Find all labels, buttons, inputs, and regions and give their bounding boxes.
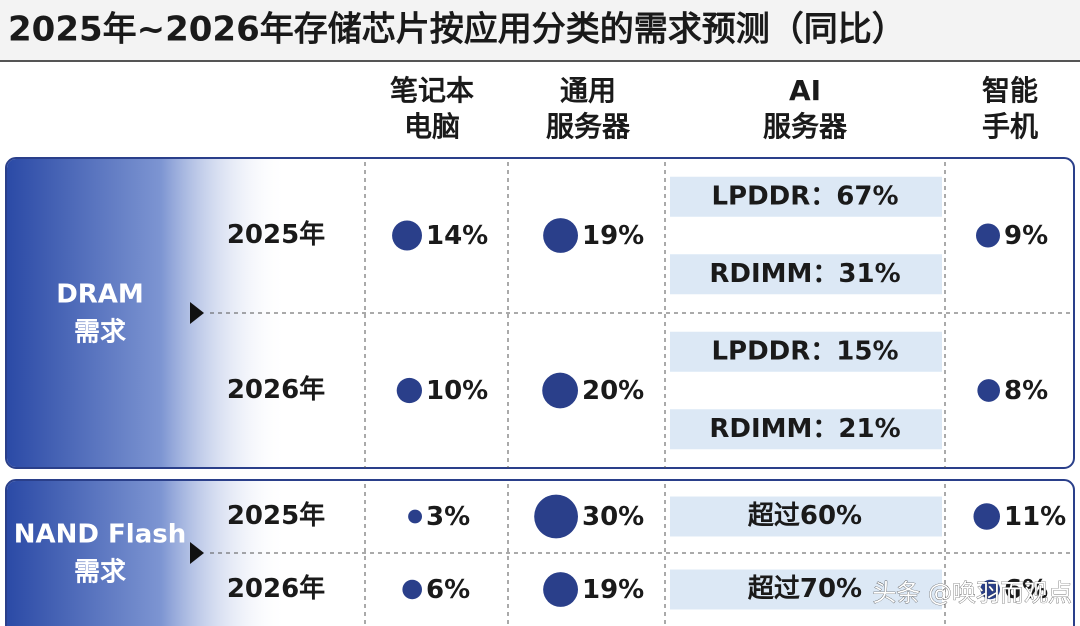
ai-cell: LPDDR：67%	[711, 181, 898, 211]
bubble-label: 11%	[1004, 502, 1066, 532]
bubble	[542, 372, 578, 409]
group-label: 需求	[74, 318, 126, 348]
arrow	[190, 542, 204, 564]
row-year: 2025年	[227, 500, 325, 531]
bubble-label: 19%	[582, 575, 644, 605]
ai-cell: 超过60%	[748, 501, 862, 531]
bubble-label: 3%	[426, 502, 470, 532]
bubble	[402, 579, 422, 600]
arrow	[190, 302, 204, 324]
bubble-label: 8%	[1004, 376, 1048, 406]
column-header: AI	[789, 74, 821, 107]
bubble-label: 20%	[582, 376, 644, 406]
bubble	[543, 218, 578, 253]
column-header: 电脑	[404, 110, 460, 143]
ai-cell-bg	[670, 331, 942, 372]
group-label: 需求	[74, 558, 126, 588]
row-year: 2025年	[227, 219, 325, 250]
bubble-label: 30%	[582, 502, 644, 532]
bubble	[392, 220, 422, 251]
bubble	[980, 579, 1000, 600]
group-label-panel	[7, 159, 287, 467]
ai-cell-bg	[670, 409, 942, 450]
bubble-label: 10%	[426, 376, 488, 406]
column-header: 手机	[982, 110, 1038, 143]
group-label: NAND Flash	[14, 520, 186, 550]
bubble-label: 14%	[426, 221, 488, 251]
ai-cell-bg	[670, 176, 942, 217]
row-year: 2026年	[227, 374, 325, 405]
row-year: 2026年	[227, 573, 325, 604]
ai-cell: 超过70%	[748, 574, 862, 604]
column-header: 服务器	[763, 110, 848, 143]
bubble	[543, 572, 578, 607]
bubble	[977, 379, 1000, 402]
column-header: 通用	[560, 74, 616, 107]
watermark: 头条 @唤羽而观点	[872, 579, 1072, 607]
ai-cell: LPDDR：15%	[711, 336, 898, 366]
bubble-label: 6%	[426, 575, 470, 605]
bubble-label: 19%	[582, 221, 644, 251]
bubble	[976, 223, 1000, 248]
title-band	[0, 0, 1080, 60]
group-label: DRAM	[56, 280, 144, 310]
column-header: 智能	[982, 74, 1038, 107]
title: 2025年~2026年存储芯片按应用分类的需求预测（同比）	[8, 10, 906, 50]
bubble-label: 9%	[1004, 221, 1048, 251]
bubble-label: 6%	[1004, 575, 1048, 605]
column-header: 服务器	[546, 110, 631, 143]
ai-cell: RDIMM：31%	[709, 259, 900, 289]
ai-cell-bg	[670, 496, 942, 537]
bubble	[408, 509, 423, 524]
ai-cell: RDIMM：21%	[709, 414, 900, 444]
bubble	[973, 503, 1001, 530]
column-header: 笔记本	[390, 74, 474, 107]
ai-cell-bg	[670, 569, 942, 610]
ai-cell-bg	[670, 254, 942, 295]
group-label-panel	[7, 481, 287, 626]
bubble	[534, 494, 579, 539]
bubble	[396, 377, 422, 404]
